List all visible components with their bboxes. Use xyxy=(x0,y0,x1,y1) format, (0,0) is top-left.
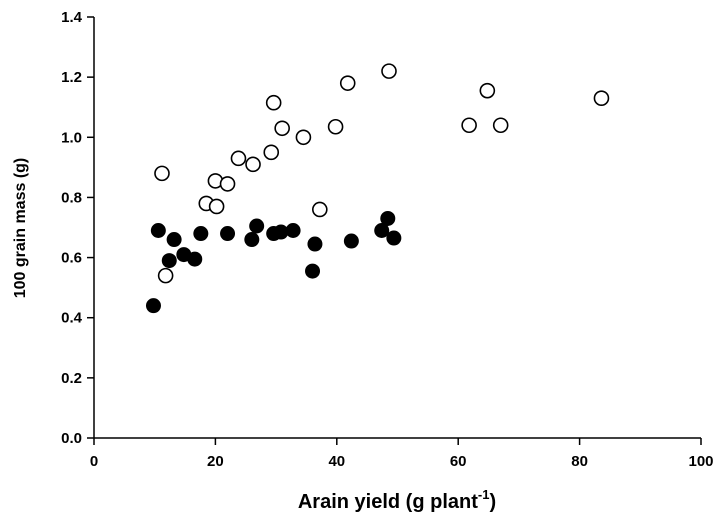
series-1-point-8 xyxy=(244,232,260,248)
x-tick-label-1: 20 xyxy=(207,453,224,470)
series-0-point-4 xyxy=(208,198,225,215)
x-axis-title-suffix: ) xyxy=(489,491,496,513)
series-0-point-5 xyxy=(219,176,236,192)
series-1-point-13 xyxy=(305,263,321,279)
series-0-point-7 xyxy=(245,156,261,173)
series-0-point-12 xyxy=(312,201,328,218)
y-tick-label-1: 0.2 xyxy=(61,370,82,387)
x-axis-title: Arain yield (g plant-1) xyxy=(298,487,496,513)
y-tick-label-4: 0.8 xyxy=(61,189,82,206)
series-1-point-9 xyxy=(249,218,265,234)
x-tick-label-5: 100 xyxy=(688,453,713,470)
series-0-point-1 xyxy=(157,267,174,284)
series-0-point-8 xyxy=(263,144,280,161)
series-0-point-15 xyxy=(381,63,397,79)
series-1-point-0 xyxy=(145,298,161,314)
series-1-point-16 xyxy=(374,223,390,239)
y-tick-label-3: 0.6 xyxy=(61,250,82,267)
x-tick-label-3: 60 xyxy=(450,453,467,470)
y-tick-label-7: 1.4 xyxy=(61,9,83,26)
y-tick-label-0: 0.0 xyxy=(61,430,82,447)
series-0-point-9 xyxy=(265,94,282,111)
series-1-point-1 xyxy=(150,223,166,239)
y-tick-label-5: 1.0 xyxy=(61,129,82,146)
series-1-point-17 xyxy=(380,210,396,226)
series-0-point-19 xyxy=(593,90,610,106)
series-0-point-0 xyxy=(154,165,170,182)
series-1-point-7 xyxy=(220,226,236,242)
series-1-point-6 xyxy=(193,226,209,242)
y-tick-label-6: 1.2 xyxy=(61,69,82,86)
series-0-point-6 xyxy=(230,150,247,167)
series-0-point-13 xyxy=(327,118,344,135)
series-1-point-12 xyxy=(285,223,301,239)
plot-area: 0 20 40 60 80 100 0.0 0.2 0.4 0.6 0.8 1.0 1.2 1.4 xyxy=(61,9,713,470)
series-0-point-10 xyxy=(274,120,290,137)
series-0-point-18 xyxy=(492,117,509,134)
series-1-point-14 xyxy=(307,236,323,252)
y-tick-label-2: 0.4 xyxy=(61,310,83,327)
series-0-point-17 xyxy=(479,82,496,99)
series-0-point-14 xyxy=(339,75,356,91)
series-1-point-18 xyxy=(386,230,402,246)
series-0-point-16 xyxy=(461,117,477,134)
series-1-point-3 xyxy=(166,232,182,248)
series-1-point-2 xyxy=(161,253,177,269)
x-axis-title-superscript: -1 xyxy=(478,487,490,502)
x-tick-label-4: 80 xyxy=(571,453,588,470)
x-tick-label-0: 0 xyxy=(90,453,98,470)
x-tick-label-2: 40 xyxy=(328,453,345,470)
series-1-point-15 xyxy=(343,233,359,249)
x-axis-title-main: Arain yield (g plant xyxy=(298,491,478,513)
series-1-point-5 xyxy=(187,251,203,267)
y-axis-title: 100 grain mass (g) xyxy=(12,158,29,299)
series-0-point-11 xyxy=(295,129,312,146)
